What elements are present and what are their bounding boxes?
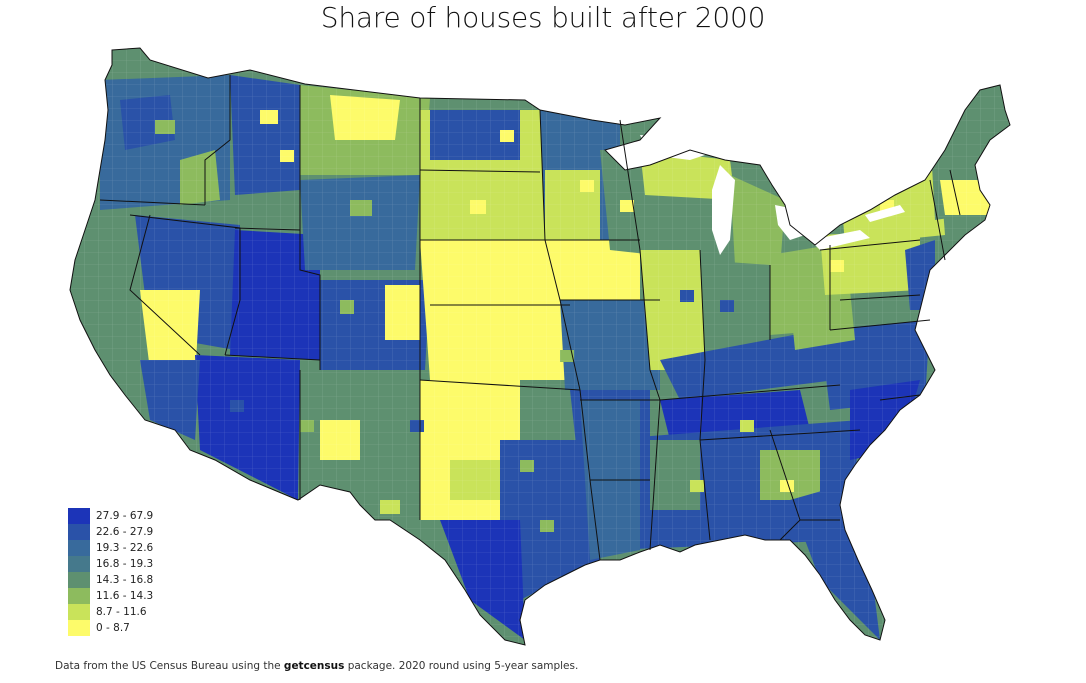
- legend-label: 19.3 - 22.6: [96, 542, 154, 554]
- legend-label: 22.6 - 27.9: [96, 526, 154, 538]
- great-lakes: [640, 135, 905, 255]
- map-title: Share of houses built after 2000: [320, 1, 766, 34]
- legend-label: 11.6 - 14.3: [96, 590, 154, 602]
- legend-label: 14.3 - 16.8: [96, 574, 154, 586]
- legend-row: 0 - 8.7: [68, 620, 218, 636]
- footer-prefix: Data from the US Census Bureau using the: [55, 660, 284, 672]
- legend-row: 8.7 - 11.6: [68, 604, 218, 620]
- legend-row: 16.8 - 19.3: [68, 556, 218, 572]
- legend-swatch: [68, 620, 90, 636]
- state-boundaries: [69, 47, 1011, 646]
- legend-swatch: [68, 604, 90, 620]
- legend-label: 8.7 - 11.6: [96, 606, 147, 618]
- legend-row: 22.6 - 27.9: [68, 524, 218, 540]
- legend-swatch: [68, 540, 90, 556]
- legend-label: 0 - 8.7: [96, 622, 130, 634]
- legend-row: 27.9 - 67.9: [68, 508, 218, 524]
- legend-swatch: [68, 508, 90, 524]
- legend-row: 19.3 - 22.6: [68, 540, 218, 556]
- legend-label: 16.8 - 19.3: [96, 558, 154, 570]
- legend-swatch: [68, 572, 90, 588]
- footer-suffix: package. 2020 round using 5-year samples…: [344, 660, 579, 672]
- legend-row: 14.3 - 16.8: [68, 572, 218, 588]
- legend-swatch: [68, 556, 90, 572]
- legend: 27.9 - 67.9 22.6 - 27.9 19.3 - 22.6 16.8…: [68, 508, 218, 636]
- source-footer: Data from the US Census Bureau using the…: [55, 660, 578, 672]
- legend-swatch: [68, 524, 90, 540]
- footer-package-name: getcensus: [283, 660, 345, 672]
- legend-swatch: [68, 588, 90, 604]
- legend-label: 27.9 - 67.9: [96, 510, 154, 522]
- legend-row: 11.6 - 14.3: [68, 588, 218, 604]
